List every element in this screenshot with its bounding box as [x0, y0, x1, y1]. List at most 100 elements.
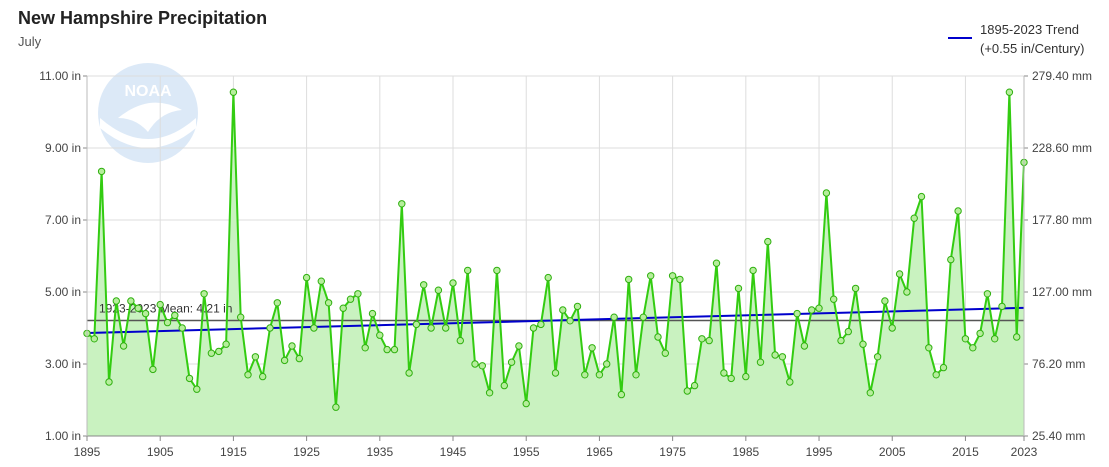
data-point-1896[interactable] [90, 335, 99, 343]
data-point-1923[interactable] [288, 342, 296, 350]
data-point-1916[interactable] [237, 313, 245, 321]
data-point-1992[interactable] [793, 309, 801, 318]
data-point-1933[interactable] [361, 344, 369, 352]
data-point-1918[interactable] [251, 353, 260, 361]
data-point-1925[interactable] [302, 273, 311, 282]
data-point-1905[interactable] [156, 300, 164, 309]
data-point-1913[interactable] [215, 347, 223, 356]
data-point-1938[interactable] [398, 200, 406, 208]
data-point-1980[interactable] [705, 336, 713, 345]
data-point-1989[interactable] [771, 351, 779, 359]
data-point-2007[interactable] [903, 288, 911, 296]
data-point-2008[interactable] [910, 214, 918, 222]
data-point-1899[interactable] [112, 297, 121, 305]
data-point-1901[interactable] [127, 297, 135, 305]
data-point-1934[interactable] [368, 309, 377, 318]
data-point-2003[interactable] [873, 353, 882, 361]
data-point-1997[interactable] [830, 295, 838, 303]
data-point-1940[interactable] [412, 320, 421, 329]
data-point-1928[interactable] [324, 299, 333, 307]
data-point-1932[interactable] [354, 290, 362, 298]
data-point-1942[interactable] [427, 324, 435, 332]
data-point-1974[interactable] [661, 349, 669, 357]
data-point-1999[interactable] [844, 327, 852, 336]
data-point-1945[interactable] [449, 279, 457, 287]
data-point-2021[interactable] [1005, 88, 1014, 96]
data-point-1912[interactable] [207, 349, 216, 357]
data-point-1964[interactable] [588, 344, 596, 352]
data-point-1906[interactable] [163, 318, 172, 327]
data-point-1909[interactable] [185, 374, 194, 383]
data-point-1971[interactable] [639, 313, 647, 321]
data-point-1972[interactable] [647, 272, 655, 280]
data-point-2015[interactable] [961, 335, 970, 343]
data-point-1961[interactable] [566, 317, 574, 325]
data-point-2004[interactable] [881, 297, 889, 305]
data-point-2018[interactable] [983, 290, 992, 298]
data-point-1907[interactable] [171, 311, 179, 320]
data-point-1990[interactable] [778, 353, 787, 361]
data-point-1897[interactable] [97, 167, 106, 176]
data-point-1991[interactable] [786, 378, 794, 386]
data-point-2012[interactable] [939, 363, 948, 372]
data-point-1903[interactable] [141, 309, 150, 318]
data-point-1956[interactable] [529, 324, 538, 332]
data-point-2010[interactable] [925, 344, 933, 352]
data-point-1965[interactable] [595, 371, 604, 379]
data-point-1968[interactable] [617, 390, 626, 399]
data-point-1926[interactable] [310, 324, 318, 332]
data-point-1931[interactable] [346, 295, 355, 303]
data-point-1993[interactable] [800, 342, 809, 350]
data-point-2019[interactable] [991, 335, 999, 343]
data-point-1962[interactable] [573, 302, 582, 311]
data-point-1946[interactable] [456, 336, 464, 345]
data-point-1957[interactable] [537, 320, 545, 329]
data-point-1981[interactable] [712, 259, 721, 267]
data-point-1984[interactable] [734, 284, 743, 293]
data-point-1947[interactable] [464, 266, 472, 275]
data-point-2022[interactable] [1013, 333, 1021, 341]
data-point-1960[interactable] [559, 306, 567, 314]
data-point-1996[interactable] [822, 189, 831, 197]
data-point-1966[interactable] [603, 360, 611, 368]
data-point-1975[interactable] [668, 272, 677, 280]
data-point-1995[interactable] [815, 304, 823, 312]
data-point-1986[interactable] [749, 266, 757, 275]
data-point-1988[interactable] [764, 237, 772, 246]
data-point-1920[interactable] [266, 324, 274, 332]
data-point-2014[interactable] [954, 207, 962, 215]
data-point-1915[interactable] [229, 88, 238, 96]
data-point-1944[interactable] [442, 324, 450, 332]
data-point-1921[interactable] [273, 299, 281, 307]
data-point-1930[interactable] [339, 304, 347, 312]
data-point-1978[interactable] [690, 381, 699, 390]
data-point-2013[interactable] [947, 255, 955, 264]
data-point-1898[interactable] [105, 378, 113, 386]
data-point-2016[interactable] [969, 344, 977, 352]
data-point-1970[interactable] [632, 371, 640, 379]
data-point-1941[interactable] [420, 281, 428, 289]
data-point-1955[interactable] [522, 399, 530, 408]
data-point-1950[interactable] [485, 389, 494, 397]
data-point-1935[interactable] [376, 331, 384, 339]
data-point-2009[interactable] [917, 192, 926, 201]
data-point-1949[interactable] [478, 362, 486, 370]
data-point-1917[interactable] [244, 371, 252, 379]
data-point-1943[interactable] [434, 286, 443, 294]
data-point-1998[interactable] [837, 336, 845, 345]
data-point-1979[interactable] [698, 335, 706, 343]
data-point-2005[interactable] [888, 324, 896, 332]
data-point-2006[interactable] [895, 270, 904, 278]
data-point-1959[interactable] [551, 369, 560, 377]
data-point-1910[interactable] [193, 385, 201, 393]
data-point-1985[interactable] [742, 372, 750, 381]
data-point-1976[interactable] [676, 275, 684, 284]
data-point-1958[interactable] [544, 273, 552, 282]
data-point-1963[interactable] [581, 371, 589, 379]
data-point-1987[interactable] [756, 358, 765, 366]
data-point-1982[interactable] [720, 369, 728, 377]
data-point-1927[interactable] [317, 277, 325, 285]
data-point-1937[interactable] [390, 345, 399, 354]
data-point-2020[interactable] [998, 302, 1006, 311]
data-point-1953[interactable] [507, 358, 516, 366]
